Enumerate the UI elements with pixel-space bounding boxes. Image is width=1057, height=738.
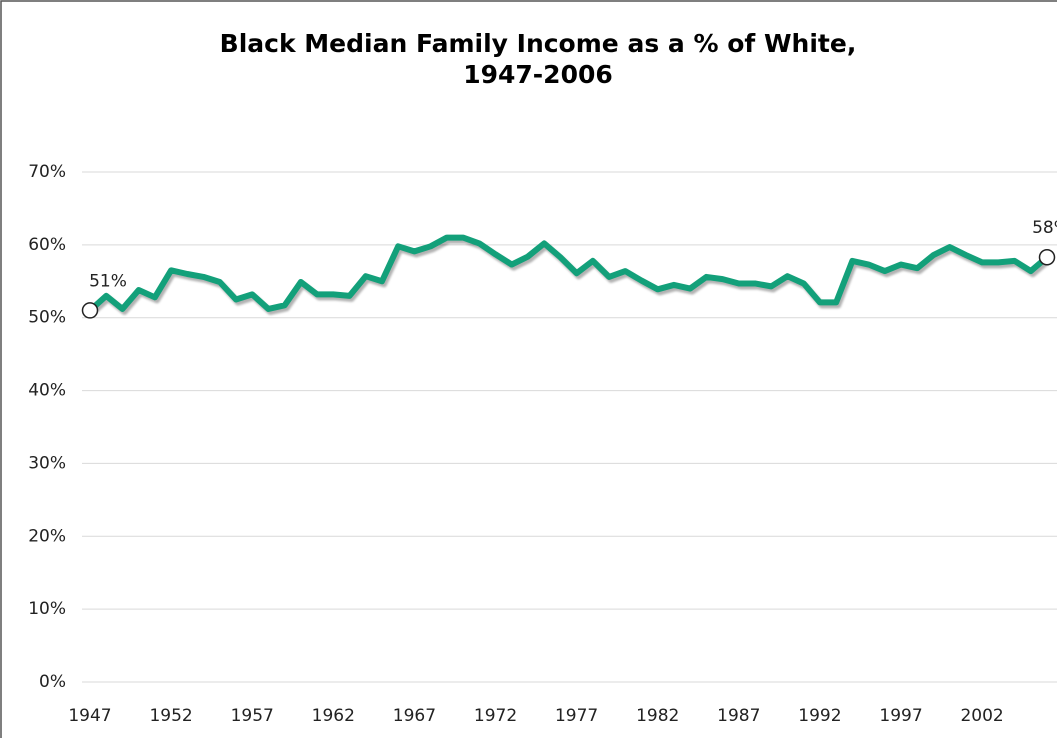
annotation-marker [1038, 248, 1056, 266]
y-tick-label: 50% [28, 308, 66, 328]
x-tick-label: 1962 [312, 706, 355, 726]
chart-title: 1947-2006 [463, 60, 613, 89]
x-tick-label: 1982 [636, 706, 679, 726]
annotation-label: 51% [89, 271, 127, 291]
x-tick-label: 1972 [474, 706, 517, 726]
y-tick-label: 40% [28, 381, 66, 401]
y-tick-label: 10% [28, 599, 66, 619]
x-tick-label: 1997 [879, 706, 922, 726]
annotation-marker [81, 302, 99, 319]
annotation-label: 58% [1032, 218, 1057, 238]
y-tick-label: 30% [28, 453, 66, 473]
line-series [87, 234, 1049, 313]
chart-title: Black Median Family Income as a % of Whi… [220, 29, 857, 58]
y-tick-label: 20% [28, 526, 66, 546]
x-tick-label: 1947 [68, 706, 111, 726]
x-tick-label: 1977 [555, 706, 598, 726]
y-tick-label: 60% [28, 235, 66, 255]
y-tick-label: 0% [39, 672, 66, 692]
x-tick-label: 2002 [960, 706, 1003, 726]
x-tick-label: 1957 [231, 706, 274, 726]
y-tick-label: 70% [28, 162, 66, 182]
x-tick-label: 1992 [798, 706, 841, 726]
x-tick-label: 1987 [717, 706, 760, 726]
x-tick-label: 1952 [149, 706, 192, 726]
x-tick-label: 1967 [393, 706, 436, 726]
